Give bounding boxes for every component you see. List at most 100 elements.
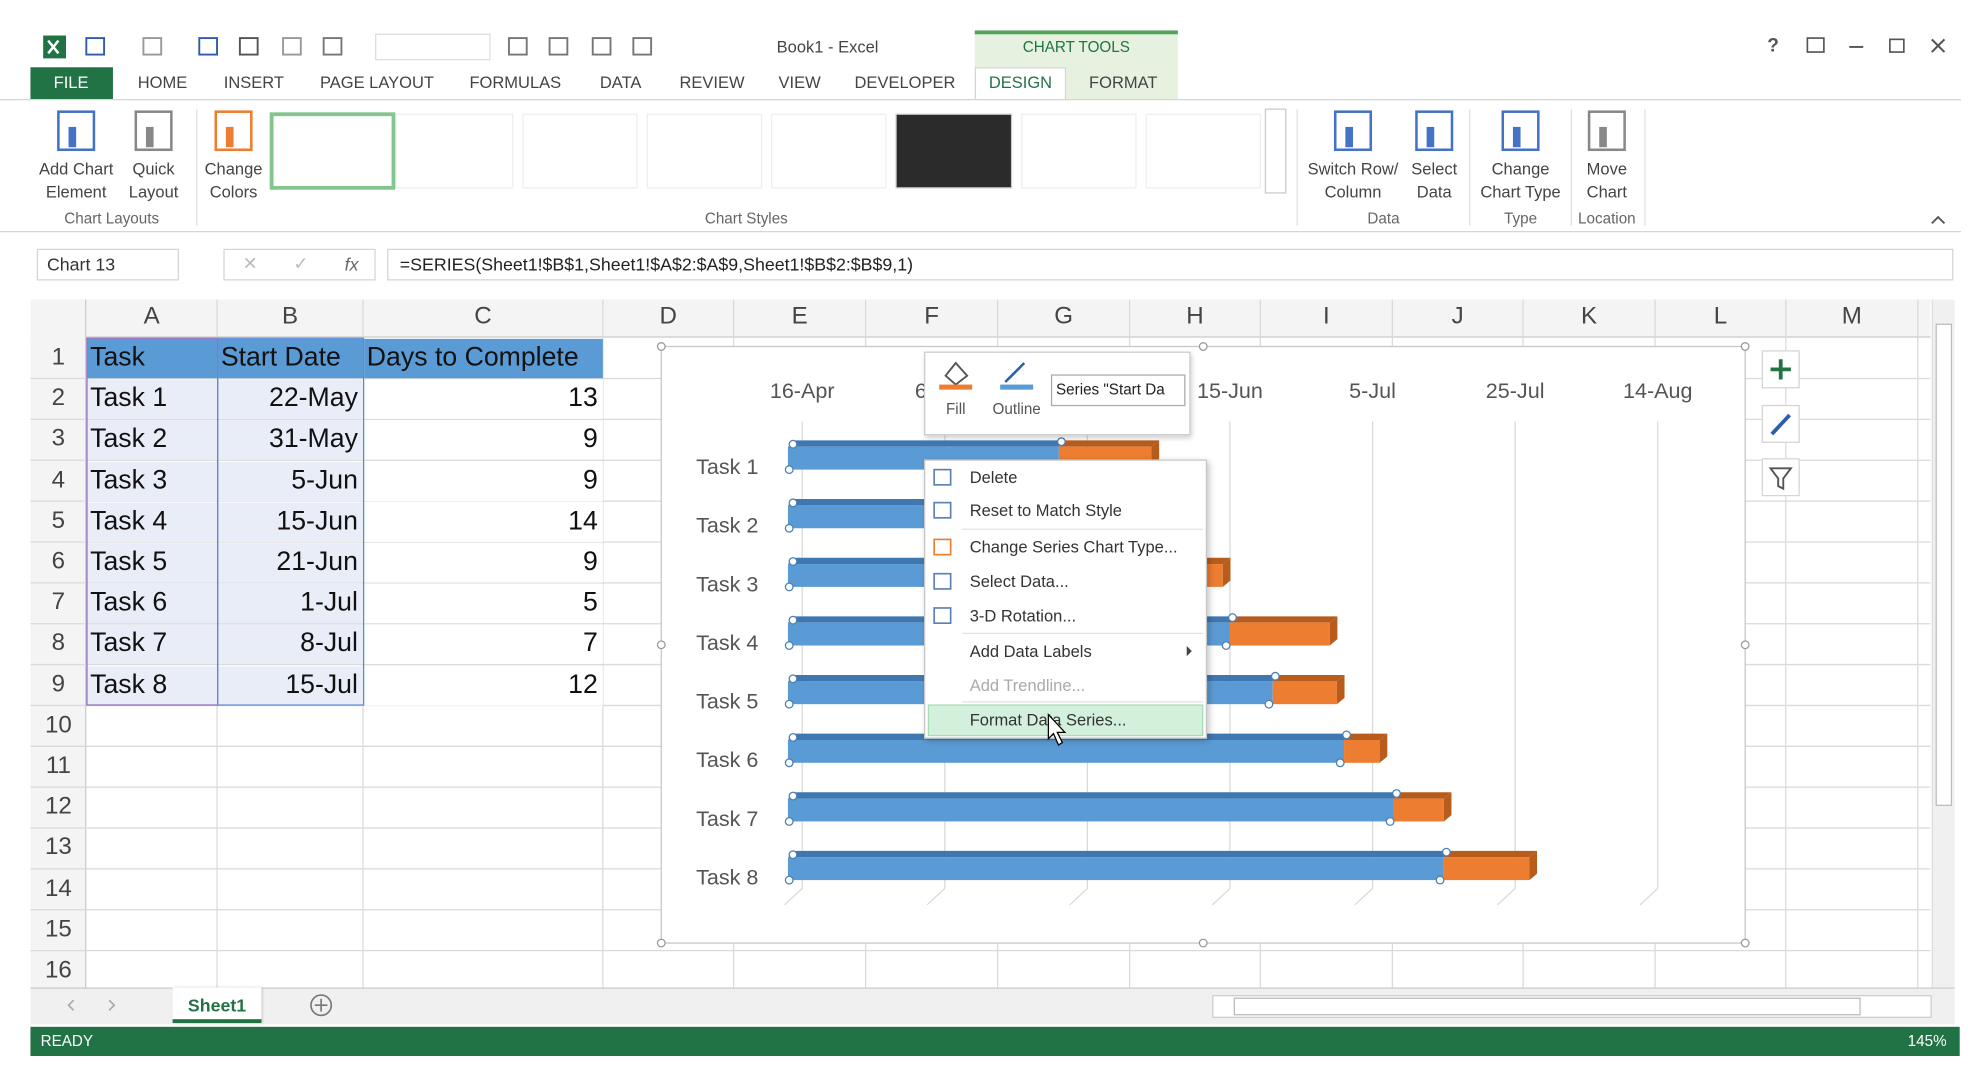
cell-bg [87,543,218,583]
ribbon-button-label[interactable]: Layout [128,182,179,202]
window-title: Book1 - Excel [776,37,879,57]
sheet-tab[interactable] [172,987,262,1023]
row-header: 7 [51,589,66,616]
cell[interactable]: Task 6 [90,587,168,618]
row-header: 12 [44,793,72,821]
bar-top [787,440,1067,447]
ribbon-tab[interactable]: VIEW [778,72,821,93]
cell[interactable]: 15-Jun [276,506,358,536]
h-scroll-thumb[interactable] [1233,997,1861,1016]
cell[interactable]: 15-Jul [285,669,358,699]
cell[interactable]: Task 4 [90,506,168,536]
ribbon-tab[interactable]: FORMAT [1089,72,1158,93]
ribbon-tab[interactable]: DATA [599,72,642,93]
cell[interactable]: Task 2 [90,424,168,454]
cell[interactable]: 31-May [269,424,358,454]
cell[interactable]: 12 [568,669,598,699]
ribbon-button-label[interactable]: Add Chart [38,159,114,179]
qat-icon [282,37,302,56]
row-header: 8 [51,630,66,657]
ribbon-button-label[interactable]: Chart [1586,182,1628,202]
cell-bg [364,502,603,542]
zoom-level[interactable]: 145% [1907,1031,1947,1050]
cell[interactable]: Task 1 [90,383,168,413]
fx-button[interactable]: fx [344,253,359,275]
cell[interactable]: 14 [568,506,598,536]
cell[interactable]: Task [90,342,145,372]
enter-button[interactable]: ✓ [293,253,309,274]
ribbon-button-label[interactable]: Move [1586,159,1628,179]
chart-side-button[interactable] [1761,458,1800,497]
cell[interactable]: Task 3 [90,465,168,495]
menu-item[interactable]: Delete [969,467,1018,487]
cell[interactable]: 7 [582,628,598,658]
menu-item[interactable]: Change Series Chart Type... [969,537,1178,557]
ribbon-button-label[interactable]: Switch Row/ [1307,159,1399,179]
cell[interactable]: Start Date [220,342,341,372]
ribbon-button-label[interactable]: Chart Type [1480,182,1561,202]
ribbon-button-label[interactable]: Quick [132,159,175,179]
series-select[interactable] [1050,374,1186,407]
cell[interactable]: 8-Jul [300,628,358,658]
ribbon-button-label[interactable]: Column [1324,182,1382,202]
menu-item[interactable]: Reset to Match Style [969,500,1122,520]
cell-bg [218,379,363,420]
ribbon-tab[interactable]: DEVELOPER [854,72,956,93]
cell[interactable]: 9 [582,547,598,577]
cell[interactable]: 1-Jul [300,587,358,618]
ribbon-button-label[interactable]: Element [45,182,107,202]
series-handle [788,674,798,684]
series-handle [784,817,794,826]
series-handle [1342,730,1352,740]
cell[interactable]: Days to Complete [366,342,579,372]
sheet-tab-label[interactable]: Sheet1 [187,995,247,1016]
ribbon-tab[interactable]: DESIGN [988,72,1053,93]
bar-end [1379,733,1388,763]
cell[interactable]: 13 [568,383,598,413]
cell[interactable]: 22-May [269,383,358,413]
cell[interactable]: 21-Jun [276,547,358,577]
ribbon-button-label[interactable]: Change [1491,159,1550,179]
help-button[interactable]: ? [1767,34,1779,57]
menu-item[interactable]: 3-D Rotation... [969,606,1077,626]
series-handle [788,615,798,625]
fill-button[interactable]: Fill [946,399,966,418]
cell[interactable]: Task 8 [90,669,168,699]
column-header: H [1186,303,1204,330]
chart-side-button[interactable] [1761,404,1800,443]
ribbon-button-label[interactable]: Change [204,159,263,179]
cancel-button[interactable]: ✕ [242,253,258,274]
formula-input[interactable] [387,248,1954,281]
row-header: 10 [44,711,72,739]
menu-item[interactable]: Add Data Labels [969,641,1092,661]
row-header: 16 [44,956,72,984]
ribbon-tab[interactable]: REVIEW [679,72,745,93]
cell[interactable]: Task 5 [90,547,168,577]
row-header-col [30,299,87,988]
cell[interactable]: 5 [582,587,598,618]
ribbon-tab[interactable]: INSERT [223,72,284,93]
ribbon-button-label[interactable]: Data [1416,182,1452,202]
ribbon-tab[interactable]: FORMULAS [469,72,562,93]
chart-side-button[interactable] [1761,350,1800,389]
file-tab-bg[interactable] [30,67,113,99]
outline-button[interactable]: Outline [992,399,1041,418]
menu-item[interactable]: Select Data... [969,571,1069,591]
ribbon-tab[interactable]: HOME [137,72,188,93]
cell[interactable]: 9 [582,465,598,495]
cell[interactable]: Task 7 [90,628,168,658]
ribbon-button-label[interactable]: Colors [209,182,258,202]
qat-icon [632,37,653,56]
cell[interactable]: 9 [582,424,598,454]
menu-item[interactable]: Format Data Series... [969,710,1127,730]
cell[interactable]: 5-Jun [291,465,358,495]
name-box[interactable] [36,248,179,281]
ribbon-button-label[interactable]: Select [1411,159,1458,179]
cell-bg [218,461,363,501]
v-scroll-thumb[interactable] [1935,323,1953,806]
ribbon-tab[interactable]: FILE [53,72,89,93]
bar-top [1393,792,1452,799]
cell-bg [364,379,603,420]
ribbon-tab[interactable]: PAGE LAYOUT [319,72,434,93]
grid-floor-line [926,887,946,906]
